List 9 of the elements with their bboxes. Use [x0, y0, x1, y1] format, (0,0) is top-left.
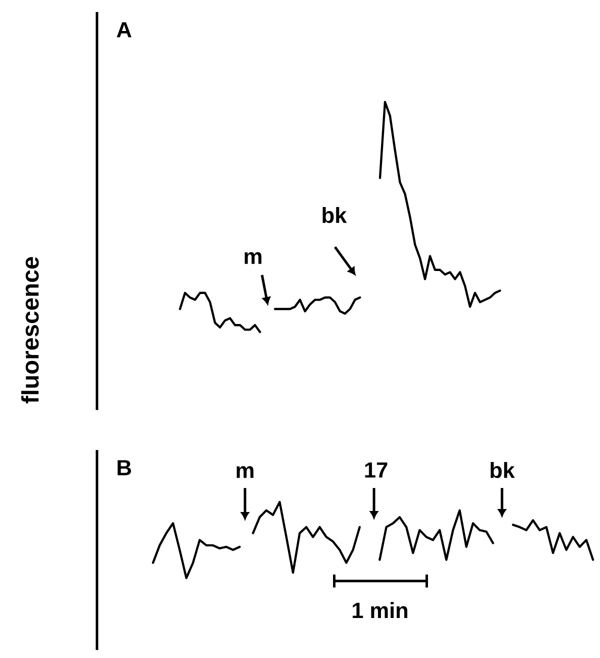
y-axis-title: fluorescence: [21, 257, 39, 404]
chart-title: A: [116, 22, 132, 38]
text: bk: [490, 462, 515, 478]
text: 1 min: [352, 602, 408, 618]
annotation: m: [244, 252, 262, 264]
text: m: [236, 466, 254, 478]
chart-title: B: [118, 460, 132, 476]
annotation: bk: [322, 206, 347, 224]
text: 17: [365, 462, 388, 478]
